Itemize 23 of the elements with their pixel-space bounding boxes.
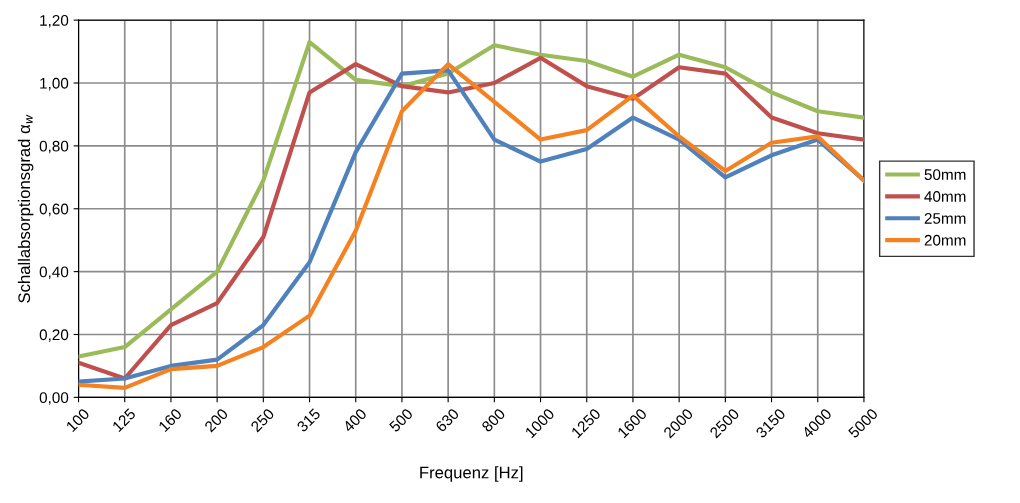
y-tick-label: 1,00 — [40, 77, 69, 91]
x-tick-label: 315 — [296, 407, 321, 433]
y-tick-label: 0,60 — [39, 203, 69, 217]
x-tick-label: 160 — [158, 407, 183, 433]
legend-label: 50mm — [924, 169, 966, 181]
y-tick-label: 1,20 — [40, 14, 69, 28]
x-tick-label: 400 — [342, 407, 368, 433]
y-tick-label: 0,20 — [39, 329, 69, 342]
x-tick-label: 250 — [250, 407, 275, 433]
x-tick-label: 630 — [434, 407, 460, 433]
x-tick-label: 100 — [65, 407, 91, 433]
legend-label: 40mm — [924, 191, 966, 202]
x-tick-label: 800 — [481, 407, 506, 433]
y-axis-title: Schallabsorptionsgrad α$_{w}$ — [17, 114, 34, 303]
x-tick-label: 200 — [203, 407, 229, 433]
y-tick-label: 0,80 — [39, 140, 69, 154]
x-tick-label: 500 — [388, 407, 414, 433]
legend-label: 25mm — [924, 212, 966, 224]
y-tick-label: 0,00 — [39, 392, 69, 405]
x-tick-label: 125 — [111, 407, 137, 433]
y-tick-label: 0,40 — [39, 266, 69, 280]
x-axis-title: Frequenz [Hz] — [420, 466, 523, 482]
legend-label: 20mm — [924, 234, 966, 246]
